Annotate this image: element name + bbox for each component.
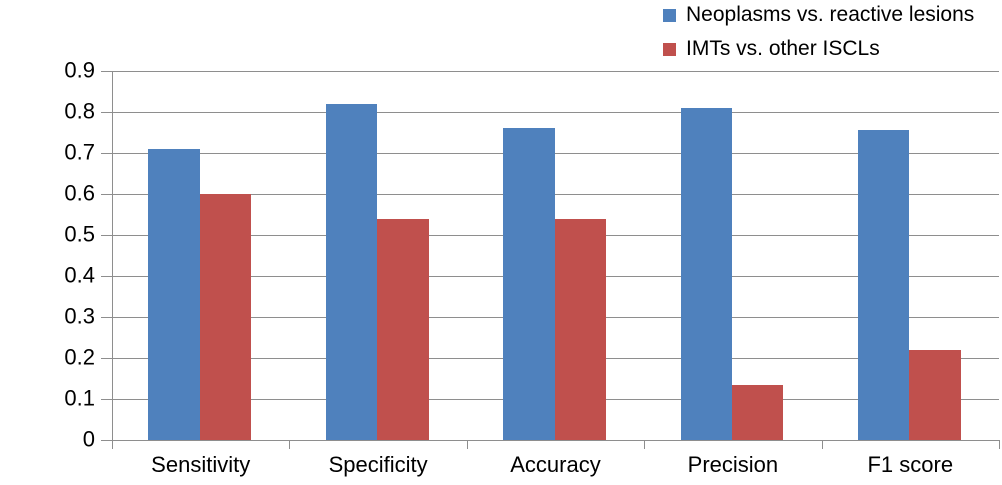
legend-label-imts: IMTs vs. other ISCLs <box>686 37 880 60</box>
y-tick-label-0.5: 0.5 <box>64 221 95 247</box>
y-tick-label-0.3: 0.3 <box>64 303 95 329</box>
x-tick-5 <box>999 440 1000 449</box>
y-tick-label-0.8: 0.8 <box>64 98 95 124</box>
gridline-y-0.9 <box>112 71 999 72</box>
y-tick-label-0.2: 0.2 <box>64 344 95 370</box>
x-cat-label-accuracy: Accuracy <box>510 452 601 477</box>
gridline-y-0.8 <box>112 112 999 113</box>
y-tick-0.7 <box>101 153 112 154</box>
x-cat-label-precision: Precision <box>687 452 779 477</box>
x-cat-label-specificity: Specificity <box>328 452 428 477</box>
x-axis <box>112 440 1000 441</box>
bar-f1-score-series-0 <box>857 130 910 440</box>
y-tick-0.9 <box>101 71 112 72</box>
y-tick-0.3 <box>101 317 112 318</box>
bar-accuracy-series-1 <box>554 219 607 440</box>
x-tick-4 <box>822 440 823 449</box>
x-tick-2 <box>467 440 468 449</box>
bar-precision-series-1 <box>732 385 784 440</box>
legend-swatch-blue-icon <box>663 8 676 22</box>
y-tick-label-0: 0 <box>82 426 95 452</box>
x-cat-label-sensitivity: Sensitivity <box>151 452 251 477</box>
y-tick-0.4 <box>101 276 112 277</box>
y-tick-0.5 <box>101 235 112 236</box>
y-tick-0.8 <box>101 112 112 113</box>
legend-item-imts: IMTs vs. other ISCLs <box>663 37 974 61</box>
y-axis <box>112 71 113 449</box>
bar-sensitivity-series-0 <box>148 149 200 440</box>
y-tick-label-0.9: 0.9 <box>64 57 95 83</box>
bar-sensitivity-series-1 <box>199 194 252 440</box>
bar-accuracy-series-0 <box>503 128 555 440</box>
y-tick-label-0.1: 0.1 <box>64 385 95 411</box>
y-tick-label-0.6: 0.6 <box>64 180 95 206</box>
legend-item-neoplasms: Neoplasms vs. reactive lesions <box>663 3 974 27</box>
gridline-y-0.6 <box>112 194 999 195</box>
bar-precision-series-0 <box>680 108 732 440</box>
y-tick-label-0.7: 0.7 <box>64 139 95 165</box>
y-tick-0.1 <box>101 399 112 400</box>
x-tick-3 <box>644 440 645 449</box>
legend-swatch-red-icon <box>663 42 676 56</box>
x-tick-0 <box>112 440 113 449</box>
gridline-y-0.7 <box>112 153 999 154</box>
y-tick-label-0.4: 0.4 <box>64 262 95 288</box>
y-tick-0.2 <box>101 358 112 359</box>
x-tick-1 <box>289 440 290 449</box>
y-tick-0 <box>101 440 112 441</box>
bar-specificity-series-1 <box>377 219 429 440</box>
bar-specificity-series-0 <box>325 104 378 440</box>
legend-label-neoplasms: Neoplasms vs. reactive lesions <box>686 3 975 26</box>
bar-f1-score-series-1 <box>909 350 961 440</box>
y-tick-0.6 <box>101 194 112 195</box>
chart-legend: Neoplasms vs. reactive lesions IMTs vs. … <box>663 3 974 61</box>
x-cat-label-f1-score: F1 score <box>867 452 954 477</box>
